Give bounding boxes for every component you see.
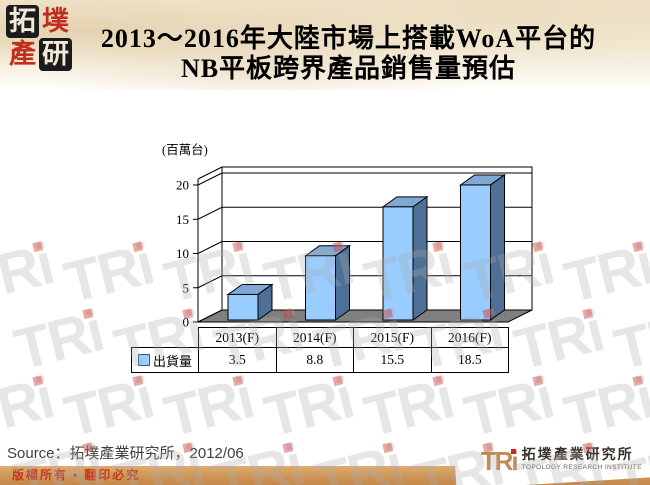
y-tick-label: 20 [176,178,189,193]
brand-names: 拓墣產業研究所 TOPOLOGY RESEARCH INSTITUTE [522,448,642,472]
seal-char-3: 產 [9,39,36,69]
value-cell: 8.8 [275,347,354,373]
bar-side-face [335,244,350,321]
bar-front-face [382,206,414,321]
category-cell: 2014(F) [275,327,354,348]
bar-front-face [460,184,491,321]
brand-name-en: TOPOLOGY RESEARCH INSTITUTE [521,464,642,471]
category-cell: 2016(F) [430,327,509,348]
bar-front-face [305,255,336,321]
y-tick-label: 0 [183,315,190,330]
left-wall-top-edge [197,166,223,180]
bar-side-face [412,195,428,321]
value-cell: 3.5 [198,347,277,373]
bar-front-face [227,293,259,321]
tri-logo-abbr: TRi [480,446,519,476]
legend-swatch [137,354,150,366]
page-title: 2013～2016年大陸市場上搭載WoA平台的 NB平板跨界產品銷售量預估 [55,24,642,84]
seal-char-2: 墣 [42,6,69,36]
bar-side-face [490,173,505,321]
value-cell: 15.5 [353,347,432,373]
side-wall-gridline [197,206,223,220]
seal-char-1: 拓 [6,5,39,38]
seal-char-4: 研 [39,38,72,71]
y-tick-label: 15 [176,212,189,227]
title-line-2: NB平板跨界產品銷售量預估 [180,54,517,83]
plot-floor [197,309,533,323]
header-band: 拓 墣 產 研 2013～2016年大陸市場上搭載WoA平台的 NB平板跨界產品… [0,0,650,90]
topology-seal-logo: 拓 墣 產 研 [6,5,72,71]
category-cell: 2015(F) [353,327,432,348]
value-cell: 18.5 [430,347,509,373]
title-line-1: 2013～2016年大陸市場上搭載WoA平台的 [100,24,597,53]
y-axis-unit-label: (百萬台) [162,143,208,157]
copyright-text: 版權所有 ▪ 翻印必究 [12,468,141,482]
source-text: Source：拓墣產業研究所，2012/06 [7,445,244,462]
brand-name-zh: 拓墣產業研究所 [521,448,634,463]
brand-logo: TRi 拓墣產業研究所 TOPOLOGY RESEARCH INSTITUTE [481,448,642,474]
side-wall-gridline [197,275,223,289]
side-wall-gridline [197,172,223,186]
legend-cell: 出貨量 [131,347,199,373]
legend-label: 出貨量 [152,353,192,369]
category-cell: 2013(F) [198,327,277,348]
y-tick-label: 10 [176,246,189,261]
side-wall-gridline [197,241,223,254]
y-tick-label: 5 [183,280,190,295]
